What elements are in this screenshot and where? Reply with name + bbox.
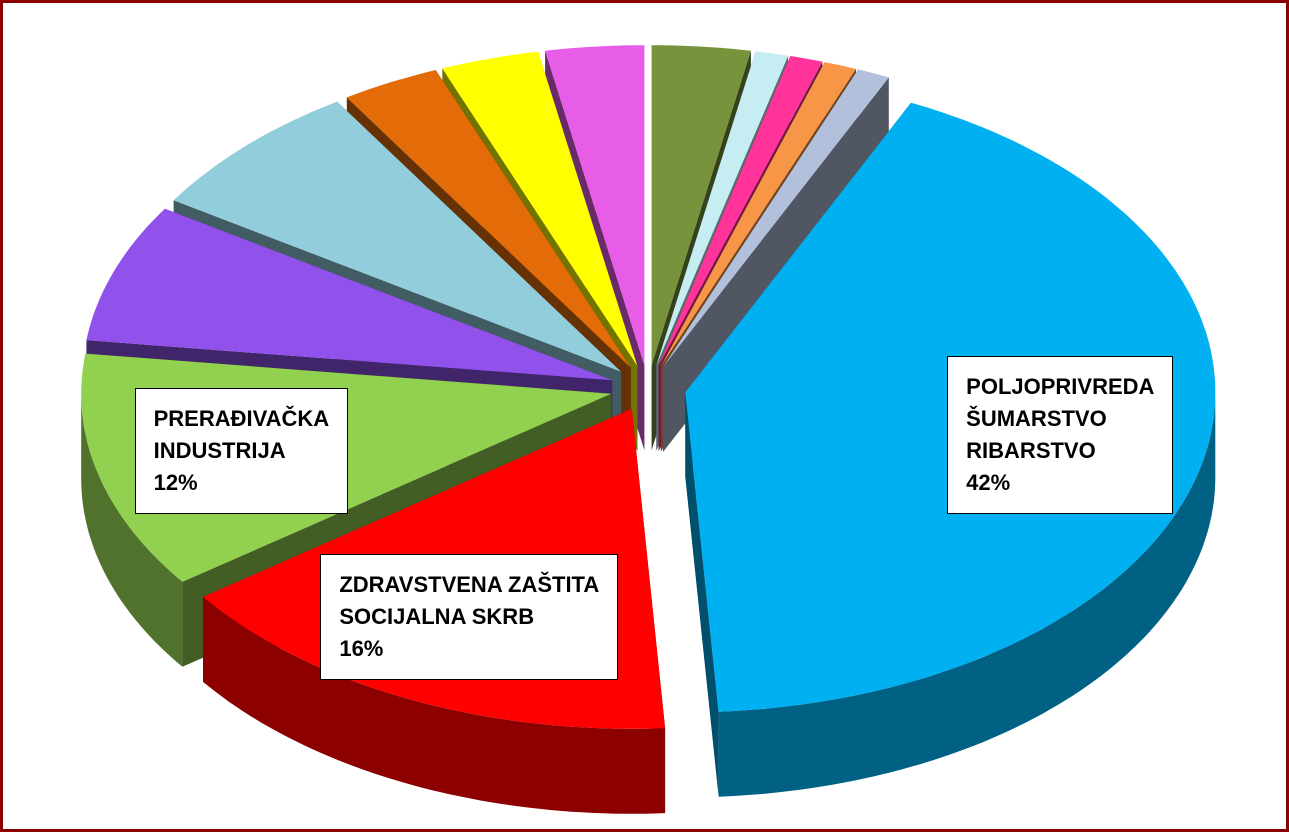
slice-top [545,45,645,366]
slice-top [346,70,631,368]
data-label: PRERAĐIVAČKA INDUSTRIJA 12% [134,388,349,514]
slice-top [442,51,638,366]
slice-side [81,393,183,667]
slice-side [203,596,666,814]
value-label: 42% [966,470,1011,496]
slice-top [651,45,751,366]
slice-top [86,208,613,381]
category-label: ZDRAVSTVENA ZAŠTITA SOCIJALNA SKRB [339,572,600,630]
data-label: ZDRAVSTVENA ZAŠTITA SOCIJALNA SKRB 16% [320,554,619,681]
slice-top [173,101,622,372]
slice-top [658,56,823,366]
category-label: PRERAĐIVAČKA INDUSTRIJA [153,406,330,463]
slice-top [663,69,889,367]
value-label: 16% [339,636,384,662]
value-label: 12% [153,470,198,495]
category-label: POLJOPRIVREDA ŠUMARSTVO RIBARSTVO [966,374,1155,464]
data-label: POLJOPRIVREDA ŠUMARSTVO RIBARSTVO 42% [947,356,1174,515]
slice-top [656,51,789,366]
slice-cut-face [685,392,719,797]
slice-top [660,62,856,367]
slice-side [718,392,1216,797]
